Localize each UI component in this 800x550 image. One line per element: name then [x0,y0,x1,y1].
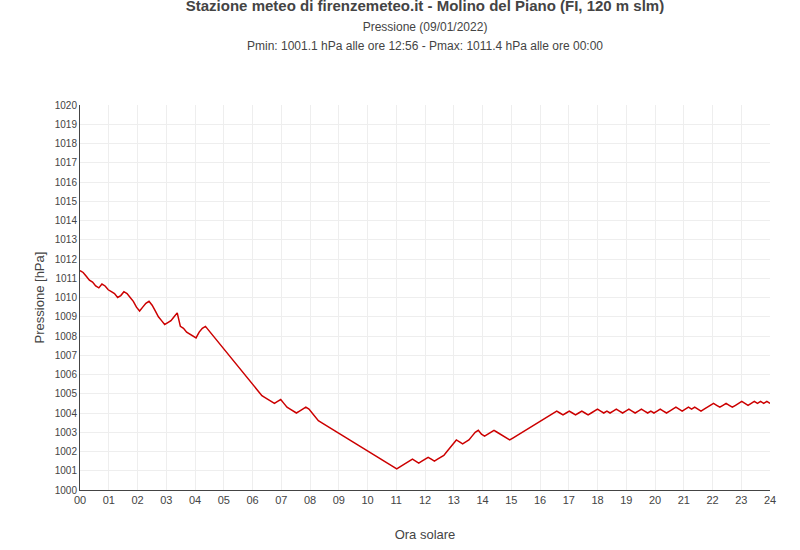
svg-text:18: 18 [591,494,603,506]
svg-text:1016: 1016 [55,177,78,188]
svg-text:1002: 1002 [55,446,78,457]
svg-text:24: 24 [764,494,776,506]
svg-text:03: 03 [160,494,172,506]
svg-text:21: 21 [678,494,690,506]
svg-text:1013: 1013 [55,234,78,245]
svg-text:16: 16 [534,494,546,506]
svg-text:1000: 1000 [55,485,78,496]
svg-text:12: 12 [419,494,431,506]
svg-text:1007: 1007 [55,350,78,361]
svg-text:1011: 1011 [55,273,77,284]
svg-text:06: 06 [246,494,258,506]
svg-text:1019: 1019 [55,119,78,130]
svg-text:1004: 1004 [55,408,78,419]
svg-text:14: 14 [476,494,488,506]
svg-text:15: 15 [505,494,517,506]
svg-text:1010: 1010 [55,292,78,303]
svg-text:1001: 1001 [55,465,78,476]
svg-text:Stazione meteo di firenzemeteo: Stazione meteo di firenzemeteo.it - Moli… [186,0,664,53]
svg-text:22: 22 [706,494,718,506]
svg-text:1003: 1003 [55,427,78,438]
svg-text:10: 10 [361,494,373,506]
svg-text:Ora solare: Ora solare [395,527,456,542]
svg-text:1012: 1012 [55,254,78,265]
svg-text:1006: 1006 [55,369,78,380]
svg-text:11: 11 [391,494,402,506]
svg-text:1014: 1014 [55,215,78,226]
svg-text:05: 05 [218,494,230,506]
svg-text:23: 23 [735,494,747,506]
svg-text:13: 13 [448,494,460,506]
svg-text:1020: 1020 [55,100,78,111]
svg-text:1008: 1008 [55,331,78,342]
svg-text:1005: 1005 [55,388,78,399]
svg-text:20: 20 [649,494,661,506]
svg-text:1018: 1018 [55,138,78,149]
svg-text:01: 01 [103,494,115,506]
svg-text:1015: 1015 [55,196,78,207]
svg-text:00: 00 [74,494,86,506]
svg-text:08: 08 [304,494,316,506]
svg-text:19: 19 [620,494,632,506]
svg-text:02: 02 [131,494,143,506]
svg-text:09: 09 [333,494,345,506]
svg-text:1017: 1017 [55,157,78,168]
svg-text:Pressione [hPa]: Pressione [hPa] [32,252,47,344]
svg-text:1009: 1009 [55,311,78,322]
svg-text:07: 07 [275,494,287,506]
svg-text:17: 17 [563,494,575,506]
svg-text:04: 04 [189,494,201,506]
